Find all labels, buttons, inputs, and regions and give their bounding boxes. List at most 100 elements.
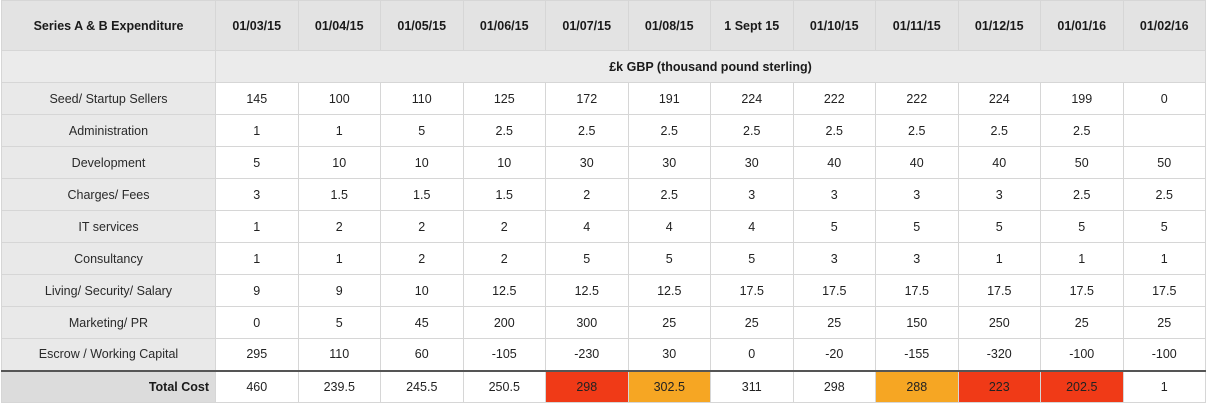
value-cell: 2.5 — [627, 114, 711, 147]
value-cell: 2.5 — [710, 114, 794, 147]
value-cell: 0 — [215, 306, 299, 339]
value-cell: 1 — [215, 242, 299, 275]
total-value-cell: 223 — [957, 369, 1041, 403]
date-header: 1 Sept 15 — [710, 0, 794, 51]
date-header: 01/08/15 — [627, 0, 711, 51]
table-row: Development 5 10 10 10 30 30 30 40 40 40 50 50 — [1, 146, 1206, 179]
value-cell: 250 — [957, 306, 1041, 339]
value-cell: -155 — [875, 338, 959, 371]
value-cell: 25 — [1122, 306, 1206, 339]
date-header: 01/02/16 — [1122, 0, 1206, 51]
date-header: 01/01/16 — [1040, 0, 1124, 51]
total-value-cell: 460 — [215, 369, 299, 403]
value-cell: 17.5 — [875, 274, 959, 307]
value-cell: 5 — [792, 210, 876, 243]
total-value-cell: 288 — [875, 369, 959, 403]
value-cell: 2 — [462, 210, 546, 243]
value-cell: 4 — [627, 210, 711, 243]
table-row: IT services 1 2 2 2 4 4 4 5 5 5 5 5 — [1, 210, 1206, 243]
value-cell: 17.5 — [957, 274, 1041, 307]
total-label: Total Cost — [1, 369, 216, 403]
row-label: Charges/ Fees — [1, 178, 216, 211]
value-cell: 30 — [627, 338, 711, 371]
value-cell: 10 — [297, 146, 381, 179]
value-cell: 5 — [545, 242, 629, 275]
value-cell: 1 — [297, 242, 381, 275]
table-row: Consultancy 1 1 2 2 5 5 5 3 3 1 1 1 — [1, 242, 1206, 275]
value-cell: 1.5 — [380, 178, 464, 211]
total-value-cell: 202.5 — [1040, 369, 1124, 403]
value-cell: 110 — [297, 338, 381, 371]
value-cell: -230 — [545, 338, 629, 371]
value-cell: 300 — [545, 306, 629, 339]
value-cell: 5 — [957, 210, 1041, 243]
total-value-cell: 250.5 — [462, 369, 546, 403]
value-cell: 45 — [380, 306, 464, 339]
value-cell: 9 — [297, 274, 381, 307]
corner-label: Series A & B Expenditure — [1, 0, 216, 51]
value-cell: 3 — [792, 178, 876, 211]
value-cell: 2 — [380, 242, 464, 275]
value-cell: 9 — [215, 274, 299, 307]
value-cell: 2 — [462, 242, 546, 275]
value-cell: 12.5 — [462, 274, 546, 307]
date-header: 01/05/15 — [380, 0, 464, 51]
value-cell: 5 — [215, 146, 299, 179]
value-cell: 3 — [792, 242, 876, 275]
value-cell: 2.5 — [545, 114, 629, 147]
date-header: 01/11/15 — [875, 0, 959, 51]
value-cell: 5 — [875, 210, 959, 243]
total-value-cell: 298 — [545, 369, 629, 403]
value-cell: 10 — [380, 146, 464, 179]
value-cell: 2 — [545, 178, 629, 211]
value-cell: 50 — [1122, 146, 1206, 179]
row-label: Marketing/ PR — [1, 306, 216, 339]
unit-row-blank — [1, 50, 216, 83]
value-cell: 10 — [380, 274, 464, 307]
value-cell: 172 — [545, 82, 629, 115]
header-row: Series A & B Expenditure 01/03/15 01/04/… — [1, 0, 1206, 51]
value-cell: -320 — [957, 338, 1041, 371]
value-cell: -20 — [792, 338, 876, 371]
value-cell: 17.5 — [710, 274, 794, 307]
unit-row: £k GBP (thousand pound sterling) — [1, 50, 1206, 83]
value-cell: 30 — [545, 146, 629, 179]
total-value-cell: 298 — [792, 369, 876, 403]
value-cell: 60 — [380, 338, 464, 371]
value-cell: 200 — [462, 306, 546, 339]
value-cell: 12.5 — [545, 274, 629, 307]
value-cell: 2.5 — [627, 178, 711, 211]
table-row: Administration 1 1 5 2.5 2.5 2.5 2.5 2.5 2.5 2.5 2.… — [1, 114, 1206, 147]
value-cell: 5 — [380, 114, 464, 147]
table-row: Living/ Security/ Salary 9 9 10 12.5 12.5 12.5… — [1, 274, 1206, 307]
date-header: 01/03/15 — [215, 0, 299, 51]
value-cell: 125 — [462, 82, 546, 115]
value-cell: 25 — [710, 306, 794, 339]
total-value-cell: 1 — [1122, 369, 1206, 403]
value-cell: 1 — [215, 210, 299, 243]
total-row: Total Cost 460 239.5 245.5 250.5 298 302.5 311 2… — [1, 369, 1206, 403]
value-cell: 2.5 — [957, 114, 1041, 147]
value-cell: 3 — [957, 178, 1041, 211]
value-cell: 1 — [1122, 242, 1206, 275]
value-cell: 191 — [627, 82, 711, 115]
row-label: Escrow / Working Capital — [1, 338, 216, 371]
value-cell: 17.5 — [792, 274, 876, 307]
value-cell: 2 — [297, 210, 381, 243]
value-cell: 40 — [792, 146, 876, 179]
value-cell: 295 — [215, 338, 299, 371]
value-cell: 1 — [297, 114, 381, 147]
row-label: Administration — [1, 114, 216, 147]
value-cell: -100 — [1122, 338, 1206, 371]
row-label: Consultancy — [1, 242, 216, 275]
value-cell: 100 — [297, 82, 381, 115]
value-cell: 1 — [215, 114, 299, 147]
value-cell: 3 — [215, 178, 299, 211]
value-cell: 25 — [627, 306, 711, 339]
row-label: Seed/ Startup Sellers — [1, 82, 216, 115]
date-header: 01/10/15 — [792, 0, 876, 51]
value-cell: 2.5 — [1122, 178, 1206, 211]
value-cell: 5 — [710, 242, 794, 275]
value-cell: 1.5 — [462, 178, 546, 211]
